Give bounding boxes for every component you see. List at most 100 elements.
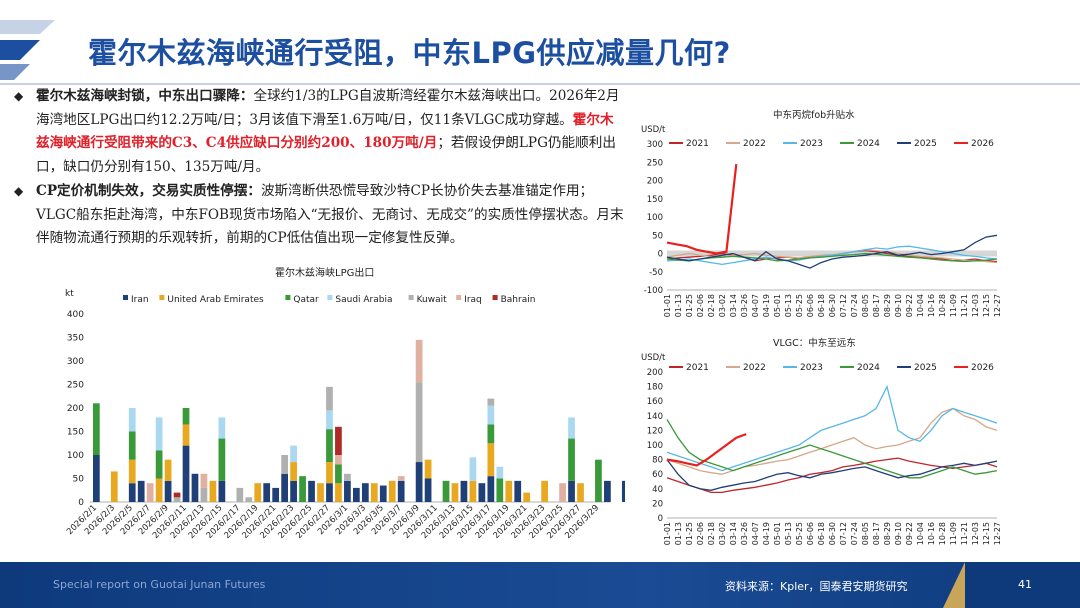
y-tick-label: 350 bbox=[67, 334, 84, 344]
x-tick-label: 10-28 bbox=[938, 294, 947, 317]
bar-segment bbox=[424, 459, 432, 479]
bar-segment bbox=[568, 480, 575, 502]
bar-segment bbox=[496, 466, 504, 479]
bullet-1-text: 全球约1/3的LPG自波斯湾经霍尔木兹海峡出口。2026年2月海湾地区LPG出口… bbox=[36, 88, 620, 128]
legend-label-3: 2024 bbox=[857, 363, 880, 373]
y-tick-label: -100 bbox=[644, 286, 663, 296]
x-tick-label: 06-30 bbox=[828, 522, 837, 545]
bar-segment bbox=[478, 483, 486, 502]
bar-segment bbox=[290, 462, 297, 481]
x-tick-label: 05-25 bbox=[795, 522, 804, 545]
x-tick-label: 12-03 bbox=[971, 522, 980, 545]
x-tick-label: 09-10 bbox=[894, 522, 903, 545]
legend-label-6: Bahrain bbox=[501, 295, 536, 305]
bar-segment bbox=[326, 462, 333, 484]
legend-label-5: 2026 bbox=[971, 363, 994, 373]
bar-segment bbox=[415, 382, 423, 463]
bar-segment bbox=[155, 450, 163, 479]
bar-segment bbox=[451, 483, 459, 502]
bar-segment bbox=[110, 471, 118, 502]
series-line-2026 bbox=[666, 433, 747, 467]
x-tick-label: 12-15 bbox=[982, 522, 991, 545]
y-tick-label: 300 bbox=[647, 140, 663, 150]
x-tick-label: 03-02 bbox=[718, 294, 727, 317]
y-tick-label: 80 bbox=[652, 456, 663, 466]
bar-segment bbox=[128, 408, 136, 432]
bar-segment bbox=[496, 478, 504, 502]
y-tick-label: 150 bbox=[67, 428, 84, 438]
x-tick-label: 01-25 bbox=[685, 294, 694, 317]
series-line-2026 bbox=[666, 163, 738, 255]
x-tick-label: 02-18 bbox=[707, 294, 716, 317]
x-tick-label: 05-13 bbox=[784, 294, 793, 317]
y-axis-unit: kt bbox=[65, 289, 74, 299]
bar-segment bbox=[469, 457, 477, 481]
x-tick-label: 01-13 bbox=[674, 522, 683, 545]
bar-segment bbox=[595, 459, 602, 502]
x-tick-label: 06-18 bbox=[817, 294, 826, 317]
x-tick-label: 07-24 bbox=[850, 522, 859, 545]
y-tick-label: 120 bbox=[647, 426, 663, 436]
bar-segment bbox=[523, 492, 531, 502]
bullet-2-text: 波斯湾断供恐慌导致沙特CP长协价失去基准锚定作用；VLGC船东拒赴海湾，中东FO… bbox=[36, 183, 624, 246]
bar-segment bbox=[487, 405, 495, 425]
y-tick-label: 50 bbox=[652, 231, 663, 241]
x-tick-label: 03-02 bbox=[718, 522, 727, 545]
bar-segment bbox=[200, 473, 208, 488]
x-tick-label: 12-03 bbox=[971, 294, 980, 317]
bar-segment bbox=[326, 386, 333, 411]
y-tick-label: 250 bbox=[647, 158, 663, 168]
x-tick-label: 08-17 bbox=[872, 522, 881, 545]
zero-band bbox=[667, 250, 997, 257]
legend-swatch-3 bbox=[327, 295, 333, 300]
x-tick-label: 08-05 bbox=[861, 294, 870, 317]
bar-segment bbox=[218, 417, 226, 439]
bar-segment bbox=[326, 410, 333, 430]
x-tick-label: 03-14 bbox=[729, 522, 738, 545]
x-tick-label: 11-21 bbox=[960, 294, 969, 317]
series-line-2025 bbox=[666, 459, 998, 491]
bar-segment bbox=[281, 455, 288, 474]
vlgc-freight-chart: VLGC：中东至远东 USD/t 2021 2022 2023 2024 2025 2026 0… bbox=[641, 337, 1002, 545]
y-tick-label: 140 bbox=[647, 412, 663, 422]
x-tick-label: 11-21 bbox=[960, 522, 969, 545]
legend-swatch-1 bbox=[159, 295, 165, 300]
legend-swatch-4 bbox=[408, 295, 414, 300]
bar-segment bbox=[379, 485, 387, 502]
bar-segment bbox=[415, 462, 423, 502]
x-tick-label: 11-09 bbox=[949, 522, 958, 545]
bar-segment bbox=[344, 473, 351, 481]
series-line-2025 bbox=[666, 234, 998, 269]
legend-label-3: Saudi Arabia bbox=[335, 295, 392, 305]
corner-decoration bbox=[0, 20, 55, 80]
bar-segment bbox=[577, 483, 584, 502]
x-tick-label: 03-26 bbox=[740, 294, 749, 317]
y-tick-label: 50 bbox=[73, 475, 85, 485]
y-tick-label: 150 bbox=[647, 195, 663, 205]
bar-segment bbox=[218, 480, 226, 502]
bar-segment bbox=[442, 480, 450, 502]
y-tick-label: 100 bbox=[67, 451, 84, 461]
bar-segment bbox=[335, 455, 342, 465]
x-tick-label: 06-30 bbox=[828, 294, 837, 317]
y-tick-label: 300 bbox=[67, 357, 84, 367]
chart-title: VLGC：中东至远东 bbox=[773, 337, 856, 349]
bar-segment bbox=[128, 431, 136, 460]
bar-segment bbox=[191, 473, 199, 502]
footer-source: 资料来源：Kpler，国泰君安期货研究 bbox=[725, 580, 908, 593]
bar-segment bbox=[559, 483, 566, 502]
hormuz-export-bar-chart: 霍尔木兹海峡LPG出口 kt Iran United Arab Emirates Qat… bbox=[65, 266, 625, 541]
legend-swatch-2 bbox=[285, 295, 291, 300]
legend-label-4: 2025 bbox=[914, 363, 937, 373]
chart-title: 霍尔木兹海峡LPG出口 bbox=[275, 266, 374, 279]
x-tick-label: 03-26 bbox=[740, 522, 749, 545]
bar-segment bbox=[299, 476, 306, 502]
bar-segment bbox=[460, 480, 468, 502]
bar-segment bbox=[487, 424, 495, 444]
y-tick-label: 60 bbox=[652, 470, 663, 480]
footer-bar: Special report on Guotai Junan Futures 资… bbox=[0, 562, 1080, 608]
bar-segment bbox=[164, 459, 172, 481]
x-tick-label: 06-06 bbox=[806, 522, 815, 545]
bar-segment bbox=[514, 480, 522, 502]
x-tick-label: 05-25 bbox=[795, 294, 804, 317]
